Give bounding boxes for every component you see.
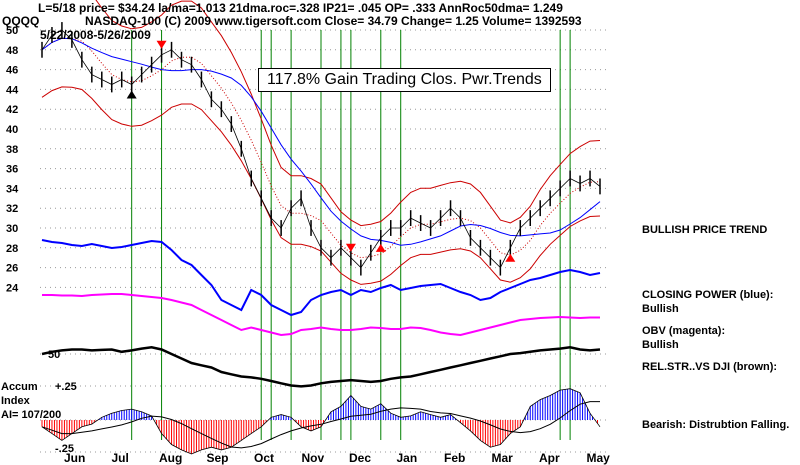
accum-ma-line [41, 401, 600, 449]
signal-arrow-icon [126, 90, 137, 99]
trend-label: BULLISH PRICE TREND [642, 224, 768, 236]
rel-strength-line [41, 346, 601, 388]
signal-arrow-icon [505, 253, 516, 262]
y-tick-label: 48 [6, 45, 18, 57]
signal-arrow-icon [345, 243, 356, 252]
y-tick-label: 46 [6, 65, 18, 77]
y-tick-label: 50 [6, 25, 18, 37]
date-range: 5/22/2008-5/26/2009 [40, 28, 151, 42]
obv-title: OBV (magenta): [642, 325, 726, 337]
x-tick-label: Aug [159, 451, 182, 465]
y-tick-label: 36 [6, 164, 18, 176]
x-tick-label: Sep [207, 451, 229, 465]
x-tick-label: Oct [254, 451, 274, 465]
signal-arrow-icon [156, 40, 167, 49]
y-tick-label: 40 [6, 124, 18, 136]
x-tick-label: Jul [112, 451, 129, 465]
x-tick-label: Mar [492, 451, 514, 465]
obv-line [42, 293, 600, 337]
accum-value: AI= 107/200 [1, 409, 62, 421]
signal-arrow-icon [375, 243, 386, 252]
closing-power-line [41, 239, 601, 317]
y-tick-label: 30 [6, 223, 18, 235]
stats-line: L=5/18 price= $34.24 la/ma=1.013 21dma.r… [38, 1, 563, 15]
y-tick-label: 34 [6, 183, 19, 195]
cp-value: Bullish [642, 303, 679, 315]
y-tick-label: 28 [6, 243, 18, 255]
x-tick-label: Jan [397, 451, 418, 465]
rs-tick-label: 50 [48, 349, 60, 361]
x-tick-label: May [587, 451, 611, 465]
y-tick-label: 24 [6, 282, 19, 294]
x-tick-label: Feb [444, 451, 465, 465]
ma-50-line [41, 37, 601, 246]
upper-band [95, 0, 601, 227]
accum-title-2: Index [1, 395, 30, 407]
price-line [41, 29, 601, 269]
y-tick-label: 38 [6, 144, 18, 156]
x-tick-label: Jun [64, 451, 85, 465]
x-tick-label: Nov [302, 451, 325, 465]
symbol: QQQQ [2, 14, 40, 28]
accum-title-1: Accum [1, 381, 38, 393]
accum-outline [41, 388, 601, 455]
obv-value: Bullish [642, 339, 679, 351]
y-tick-label: 42 [6, 104, 18, 116]
y-tick-label: 32 [6, 203, 18, 215]
rs-title: REL.STR..VS DJI (brown): [642, 361, 778, 373]
cp-title: CLOSING POWER (blue): [642, 289, 774, 301]
y-tick-label: 44 [6, 84, 19, 96]
x-tick-label: Apr [539, 451, 560, 465]
info-line: NASDAQ-100 (C) 2009 www.tigersoft.com Cl… [85, 14, 582, 28]
y-tick-label: 26 [6, 263, 18, 275]
ai-status: Bearish: Distrubtion Falling. [642, 419, 790, 431]
ai-tick-label: +.25 [55, 381, 77, 393]
ai-tick-label: -.25 [55, 443, 74, 455]
gain-banner: 117.8% Gain Trading Clos. Pwr.Trends [258, 68, 551, 92]
x-tick-label: Dec [349, 451, 371, 465]
